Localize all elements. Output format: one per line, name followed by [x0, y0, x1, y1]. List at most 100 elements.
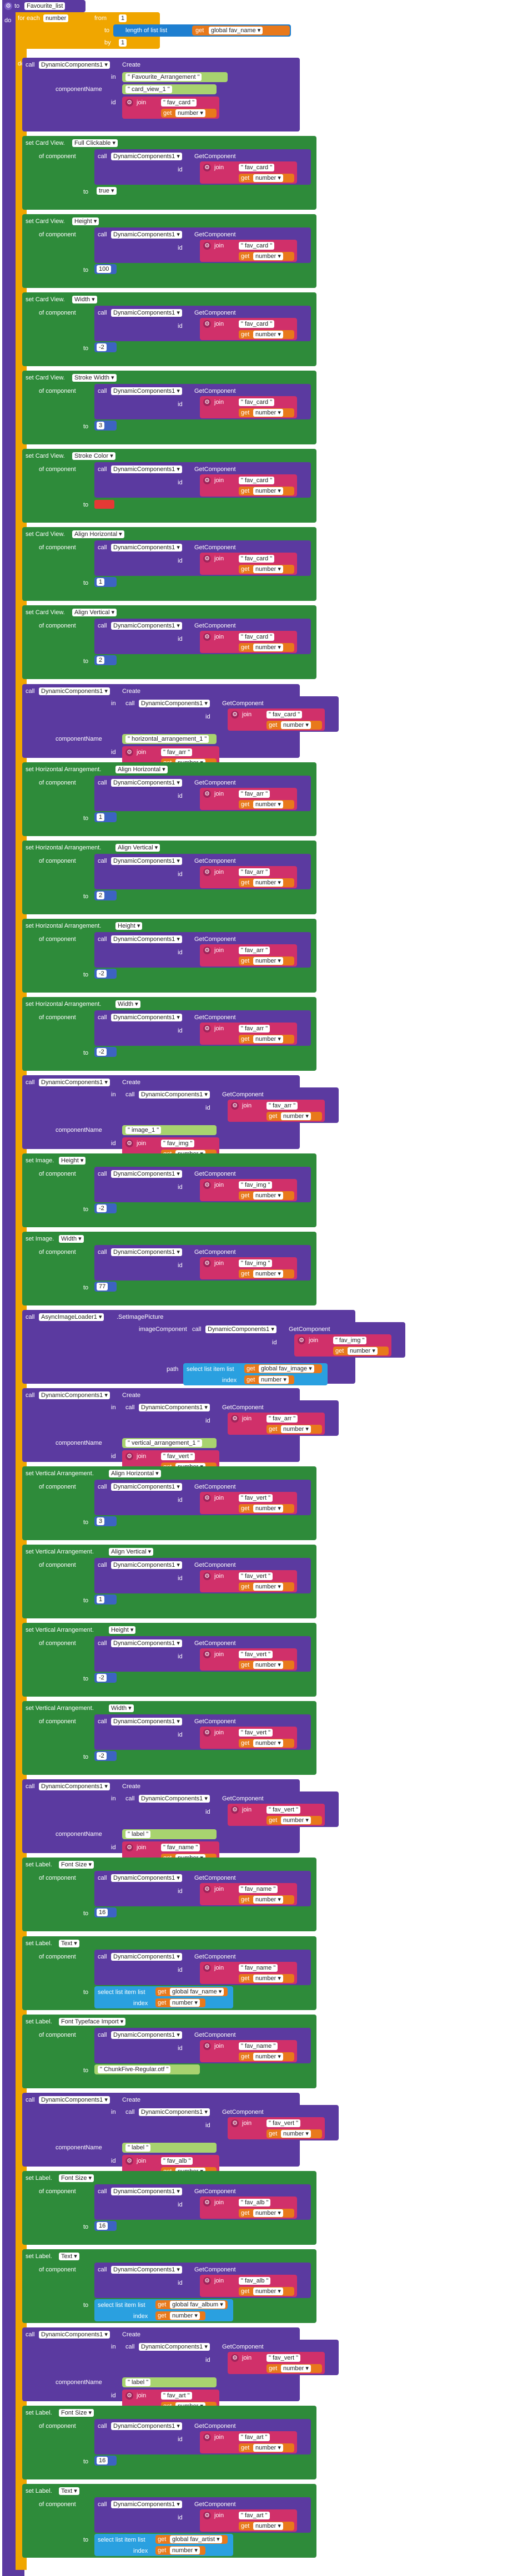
join-text-field[interactable]: " fav_card " [239, 242, 275, 250]
gear-icon[interactable]: ⚙ [231, 2354, 239, 2362]
component-set-dropdown[interactable]: DynamicComponents1 [111, 779, 182, 787]
gear-icon[interactable]: ⚙ [203, 1181, 211, 1189]
component-set-dropdown[interactable]: DynamicComponents1 [111, 153, 182, 160]
join-text-field[interactable]: " fav_arr " [266, 1415, 298, 1423]
number-variable-dropdown[interactable]: number [348, 1347, 378, 1355]
number-variable-dropdown[interactable]: number [281, 1816, 311, 1824]
component-name-field[interactable]: " horizontal_arrangement_1 " [125, 735, 209, 743]
number-variable-dropdown[interactable]: number [253, 2287, 283, 2295]
join-text-field[interactable]: " fav_card " [161, 99, 197, 107]
property-dropdown[interactable]: Font Size [59, 2409, 94, 2417]
property-dropdown[interactable]: Font Size [59, 2174, 94, 2182]
property-dropdown[interactable]: Text [59, 2487, 79, 2495]
number-value-field[interactable]: -2 [97, 1752, 107, 1760]
gear-icon[interactable]: ⚙ [125, 99, 133, 107]
number-variable-dropdown[interactable]: number [253, 1270, 283, 1278]
number-variable-dropdown[interactable]: number [253, 1661, 283, 1669]
join-text-field[interactable]: " fav_name " [161, 1844, 200, 1851]
create-component-block[interactable] [22, 58, 300, 132]
join-text-field[interactable]: " fav_alb " [239, 2277, 271, 2285]
list-variable-dropdown[interactable]: global fav_album [170, 2301, 225, 2309]
list-variable-dropdown[interactable]: global fav_image [259, 1365, 314, 1373]
component-set-dropdown[interactable]: DynamicComponents1 [39, 1391, 110, 1399]
property-dropdown[interactable]: Font Size [59, 1861, 94, 1869]
number-variable-dropdown[interactable]: number [253, 2209, 283, 2217]
property-dropdown[interactable]: Align Vertical [72, 609, 117, 616]
gear-icon[interactable]: ⚙ [203, 633, 211, 641]
number-value-field[interactable]: -2 [97, 1205, 107, 1212]
number-variable-dropdown[interactable]: number [253, 409, 283, 417]
component-set-dropdown[interactable]: DynamicComponents1 [111, 231, 182, 239]
boolean-dropdown[interactable]: true [97, 187, 117, 195]
number-variable-dropdown[interactable]: number [253, 879, 283, 887]
property-dropdown[interactable]: Height [115, 922, 143, 930]
join-text-field[interactable]: " fav_img " [333, 1337, 367, 1344]
number-value-field[interactable]: 3 [97, 1517, 105, 1525]
join-text-field[interactable]: " fav_img " [239, 1259, 273, 1267]
property-dropdown[interactable]: Text [59, 1940, 79, 1947]
gear-icon[interactable]: ⚙ [203, 320, 211, 328]
component-set-dropdown[interactable]: DynamicComponents1 [111, 1248, 182, 1256]
component-set-dropdown[interactable]: DynamicComponents1 [139, 1404, 210, 1411]
component-set-dropdown[interactable]: DynamicComponents1 [39, 2096, 110, 2104]
join-text-field[interactable]: " fav_vert " [266, 2354, 301, 2362]
gear-icon[interactable]: ⚙ [231, 1102, 239, 1110]
number-variable-dropdown[interactable]: number [253, 2444, 283, 2452]
gear-icon[interactable]: ⚙ [125, 2157, 133, 2165]
component-set-dropdown[interactable]: DynamicComponents1 [139, 1091, 210, 1099]
number-value-field[interactable]: 2 [97, 656, 105, 664]
loop-variable-field[interactable]: number [43, 14, 69, 22]
number-variable-dropdown[interactable]: number [253, 801, 283, 808]
property-dropdown[interactable]: Align Horizontal [115, 766, 168, 773]
text-value-field[interactable]: " ChunkFive-Regular.otf " [98, 2066, 171, 2073]
component-set-dropdown[interactable]: DynamicComponents1 [39, 61, 110, 69]
number-variable-dropdown[interactable]: number [253, 174, 283, 182]
gear-icon[interactable]: ⚙ [4, 2, 12, 10]
component-name-field[interactable]: " card_view_1 " [125, 85, 172, 93]
gear-icon[interactable]: ⚙ [231, 1806, 239, 1814]
join-text-field[interactable]: " fav_card " [239, 477, 275, 484]
property-dropdown[interactable]: Height [109, 1626, 136, 1634]
component-set-dropdown[interactable]: DynamicComponents1 [39, 687, 110, 695]
gear-icon[interactable]: ⚙ [203, 555, 211, 563]
gear-icon[interactable]: ⚙ [203, 2042, 211, 2050]
number-variable-dropdown[interactable]: number [253, 2522, 283, 2530]
gear-icon[interactable]: ⚙ [203, 398, 211, 406]
join-text-field[interactable]: " fav_arr " [239, 868, 270, 876]
join-text-field[interactable]: " fav_img " [239, 1181, 273, 1189]
component-set-dropdown[interactable]: DynamicComponents1 [39, 2331, 110, 2339]
join-text-field[interactable]: " fav_vert " [239, 1651, 273, 1658]
property-dropdown[interactable]: Font Typeface Import [59, 2018, 126, 2026]
component-name-field[interactable]: " vertical_arrangement_1 " [125, 1439, 202, 1447]
join-text-field[interactable]: " fav_card " [239, 555, 275, 563]
number-value-field[interactable]: 100 [97, 265, 112, 273]
component-set-dropdown[interactable]: DynamicComponents1 [111, 1014, 182, 1021]
number-variable-dropdown[interactable]: number [253, 1975, 283, 1982]
number-variable-dropdown[interactable]: number [281, 721, 311, 729]
property-dropdown[interactable]: Full Clickable [72, 139, 118, 147]
number-variable-dropdown[interactable]: number [253, 1192, 283, 1200]
number-variable-dropdown[interactable]: number [253, 331, 283, 338]
join-text-field[interactable]: " fav_art " [239, 2512, 270, 2519]
number-value-field[interactable]: 1 [97, 578, 105, 586]
join-text-field[interactable]: " fav_card " [239, 320, 275, 328]
gear-icon[interactable]: ⚙ [231, 1415, 239, 1423]
property-dropdown[interactable]: Width [109, 1704, 134, 1712]
async-loader-dropdown[interactable]: AsyncImageLoader1 [39, 1313, 104, 1321]
gear-icon[interactable]: ⚙ [203, 1572, 211, 1580]
number-variable-dropdown[interactable]: number [253, 1896, 283, 1904]
number-value-field[interactable]: 1 [97, 813, 105, 821]
gear-icon[interactable]: ⚙ [203, 2433, 211, 2441]
component-set-dropdown[interactable]: DynamicComponents1 [111, 465, 182, 473]
component-set-dropdown[interactable]: DynamicComponents1 [111, 2422, 182, 2430]
component-set-dropdown[interactable]: DynamicComponents1 [39, 1079, 110, 1086]
component-set-dropdown[interactable]: DynamicComponents1 [111, 1483, 182, 1491]
component-set-dropdown[interactable]: DynamicComponents1 [111, 1561, 182, 1569]
number-value-field[interactable]: -2 [97, 970, 107, 978]
component-set-dropdown[interactable]: DynamicComponents1 [111, 1874, 182, 1882]
gear-icon[interactable]: ⚙ [203, 2277, 211, 2285]
join-text-field[interactable]: " fav_art " [239, 2433, 270, 2441]
number-variable-dropdown[interactable]: number [253, 487, 283, 495]
list-variable-dropdown[interactable]: global fav_name [170, 1988, 224, 1996]
list-variable-dropdown[interactable]: global fav_artist [170, 2535, 222, 2543]
